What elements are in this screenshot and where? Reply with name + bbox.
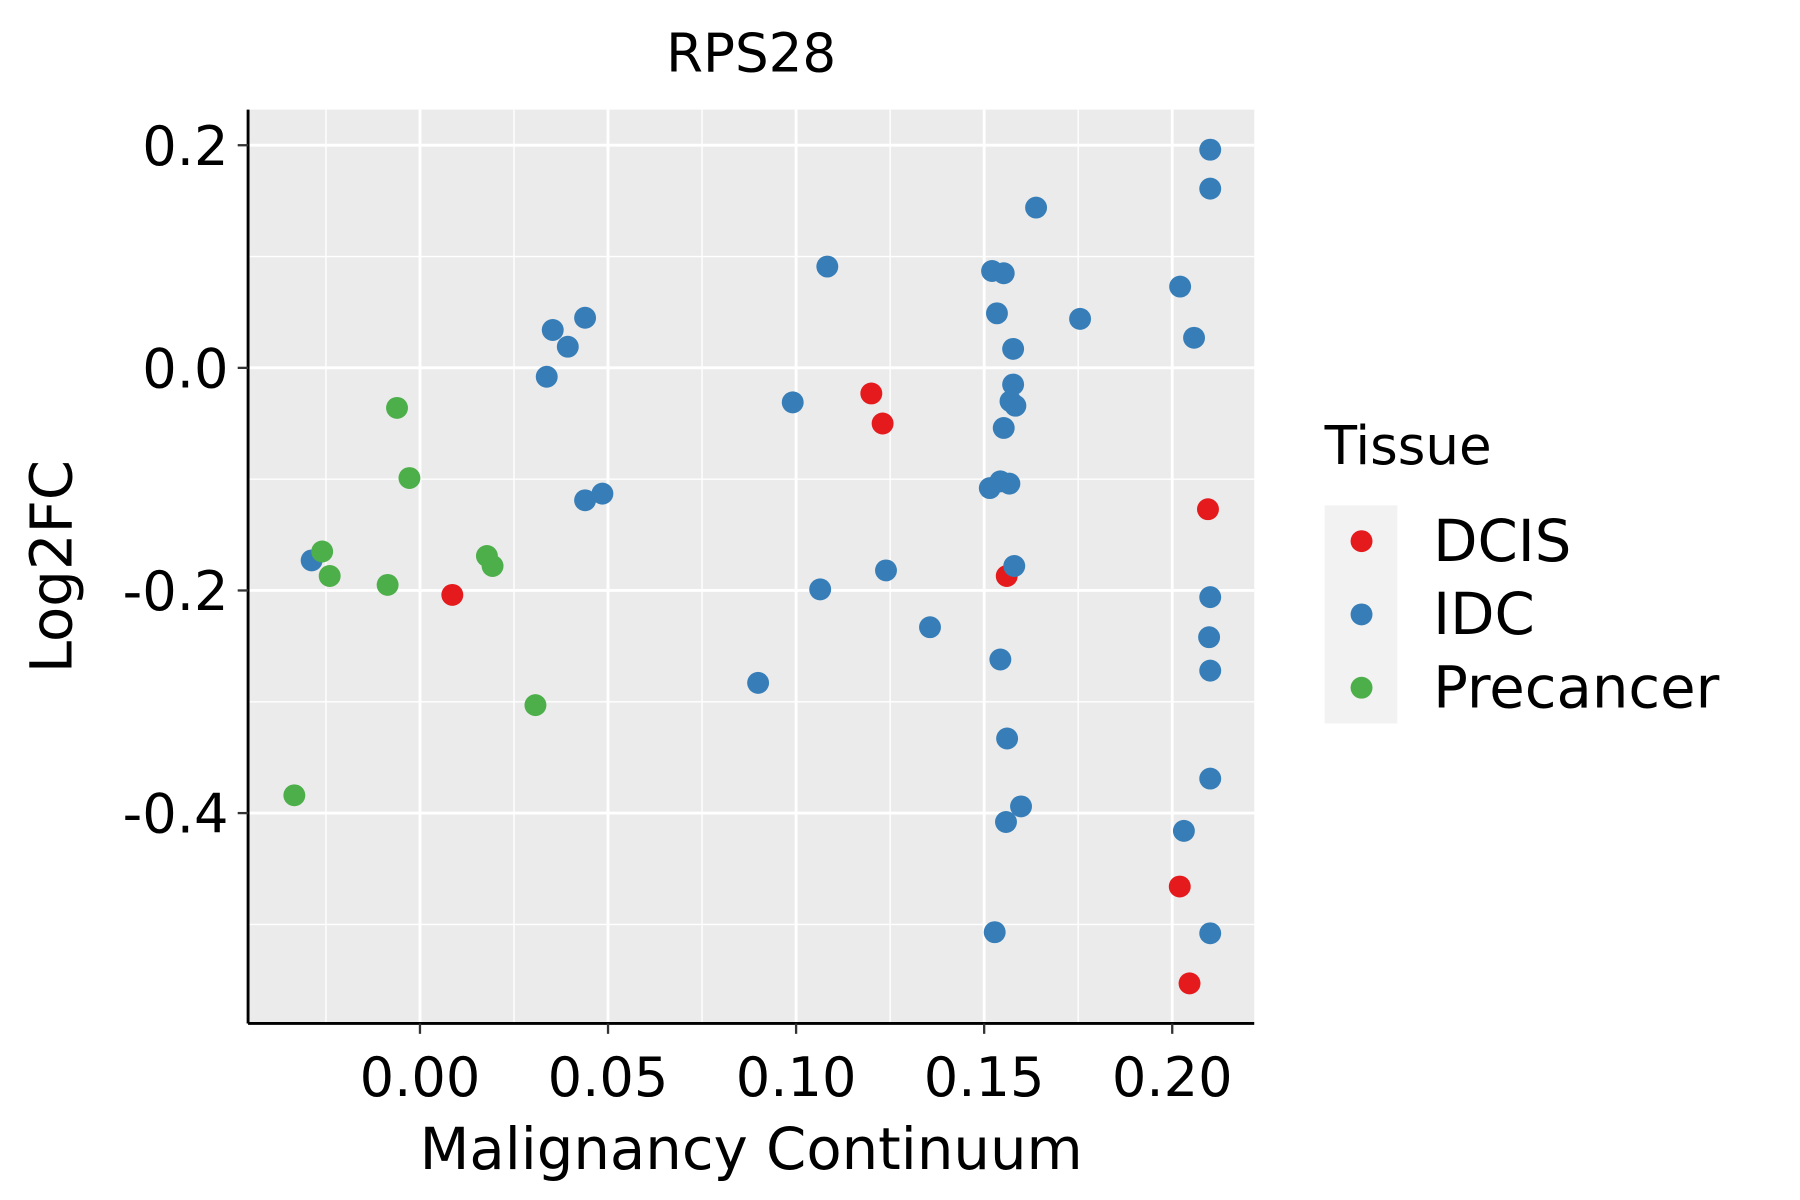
legend-key-dcis: [1350, 530, 1373, 553]
data-point-idc: [989, 648, 1012, 671]
data-point-precancer: [376, 573, 399, 596]
data-points: [283, 138, 1222, 995]
data-point-idc: [1199, 922, 1222, 945]
data-point-idc: [747, 671, 770, 694]
data-point-precancer: [283, 784, 306, 807]
data-point-idc: [875, 559, 897, 582]
data-point-precancer: [318, 565, 341, 587]
data-point-idc: [992, 416, 1015, 439]
data-point-idc: [996, 727, 1019, 750]
data-point-idc: [574, 306, 597, 329]
data-point-idc: [1003, 555, 1026, 577]
data-point-precancer: [524, 694, 547, 717]
data-point-idc: [1002, 373, 1025, 396]
data-point-precancer: [386, 396, 408, 419]
data-point-idc: [1198, 626, 1221, 649]
legend-label-idc: IDC: [1433, 580, 1535, 648]
data-point-idc: [1199, 767, 1222, 790]
data-point-idc: [1199, 177, 1222, 200]
data-point-dcis: [871, 412, 894, 435]
data-point-idc: [1169, 275, 1192, 298]
data-point-dcis: [441, 583, 464, 606]
plot-panel: [248, 109, 1255, 1024]
data-point-precancer: [311, 540, 334, 563]
data-point-idc: [591, 482, 614, 505]
y-axis-label: Log2FC: [18, 460, 86, 673]
data-point-idc: [1199, 659, 1222, 682]
data-point-idc: [992, 262, 1015, 285]
data-point-idc: [1199, 586, 1222, 609]
data-point-idc: [541, 319, 564, 341]
data-point-idc: [995, 811, 1017, 833]
data-point-precancer: [398, 467, 421, 490]
axis-ticks: 0.00 0.05 0.10 0.15 0.20 0.2 0.0 -0.2 -0.4: [123, 115, 1233, 1109]
data-point-idc: [998, 472, 1021, 495]
data-point-idc: [556, 335, 579, 358]
data-point-idc: [781, 391, 804, 414]
legend-title: Tissue: [1324, 415, 1492, 477]
data-point-idc: [1069, 307, 1092, 330]
legend-key-idc: [1350, 603, 1373, 626]
data-point-idc: [1004, 394, 1027, 417]
x-tick-label: 0.05: [548, 1046, 669, 1109]
data-point-idc: [1025, 196, 1048, 219]
data-point-idc: [1172, 819, 1195, 842]
data-point-precancer: [481, 555, 504, 577]
data-point-dcis: [1197, 498, 1219, 521]
data-point-dcis: [1168, 875, 1191, 898]
data-point-idc: [985, 302, 1008, 325]
data-point-idc: [1010, 795, 1032, 818]
data-point-dcis: [860, 382, 883, 405]
data-point-idc: [816, 255, 839, 278]
y-tick-label: -0.4: [123, 783, 229, 846]
legend-key-precancer: [1350, 676, 1373, 699]
y-tick-label: 0.0: [142, 337, 228, 400]
y-tick-label: 0.2: [142, 115, 228, 178]
data-point-idc: [1199, 138, 1222, 161]
x-tick-label: 0.15: [924, 1046, 1045, 1109]
legend-label-precancer: Precancer: [1433, 653, 1720, 721]
x-axis-label: Malignancy Continuum: [420, 1115, 1083, 1183]
grid-lines: [248, 109, 1255, 1024]
data-point-idc: [1002, 337, 1025, 360]
data-point-dcis: [1178, 972, 1201, 995]
data-point-idc: [809, 578, 832, 601]
legend-label-dcis: DCIS: [1433, 507, 1571, 575]
x-tick-label: 0.20: [1112, 1046, 1233, 1109]
data-point-idc: [919, 616, 941, 639]
y-tick-label: -0.2: [123, 560, 229, 623]
data-point-idc: [1183, 326, 1206, 349]
data-point-idc: [983, 921, 1006, 944]
x-tick-label: 0.00: [360, 1046, 481, 1109]
data-point-idc: [574, 489, 597, 512]
data-point-idc: [535, 365, 558, 388]
x-tick-label: 0.10: [736, 1046, 857, 1109]
chart-title: RPS28: [666, 23, 836, 85]
